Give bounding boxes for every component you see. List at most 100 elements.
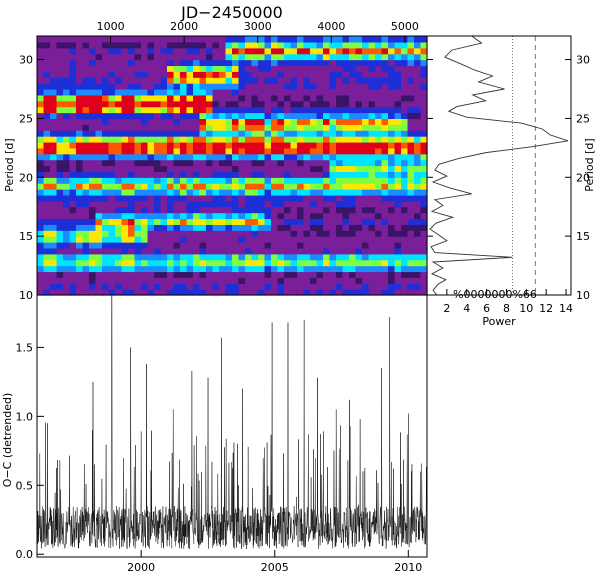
heatmap-cell — [329, 265, 337, 273]
heatmap-cell — [212, 124, 220, 131]
heatmap-cell — [277, 206, 285, 214]
heatmap-cell — [193, 224, 201, 231]
heatmap-cell — [206, 277, 214, 284]
heatmap-cell — [362, 212, 370, 220]
heatmap-cell — [284, 36, 292, 43]
oc-x-tick-label: 2000 — [127, 561, 155, 574]
heatmap-cell — [134, 83, 142, 90]
heatmap-cell — [349, 259, 357, 267]
heatmap-cell — [186, 88, 194, 96]
heatmap-cell — [258, 200, 266, 208]
heatmap-cell — [89, 259, 97, 267]
heatmap-cell — [316, 41, 324, 49]
heatmap-cell — [238, 106, 246, 114]
heatmap-cell — [271, 183, 279, 190]
heatmap-cell — [271, 53, 279, 61]
heatmap-cell — [232, 206, 240, 214]
heatmap-cell — [310, 100, 318, 108]
heatmap-cell — [355, 289, 363, 296]
heatmap-cell — [206, 259, 214, 267]
heatmap-cell — [108, 259, 116, 267]
heatmap-cell — [362, 289, 370, 296]
heatmap-cell — [108, 200, 116, 208]
heatmap-cell — [128, 130, 136, 137]
heatmap-cell — [362, 277, 370, 284]
heatmap-cell — [89, 265, 97, 273]
oc-frame — [36, 294, 428, 558]
heatmap-cell — [420, 212, 428, 220]
heatmap-cell — [245, 265, 253, 273]
heatmap-cell — [76, 230, 84, 237]
heatmap-cell — [160, 189, 168, 196]
heatmap-cell — [342, 200, 350, 208]
heatmap-cell — [303, 41, 311, 49]
heatmap-cell — [128, 112, 136, 120]
heatmap-cell — [414, 200, 422, 208]
heatmap-cell — [323, 253, 331, 261]
heatmap-cell — [420, 47, 428, 55]
heatmap-cell — [297, 41, 305, 49]
heatmap-cell — [388, 47, 396, 55]
heatmap-cell — [349, 265, 357, 273]
heatmap-cell — [43, 77, 51, 84]
heatmap-cell — [212, 112, 220, 120]
heatmap-cell — [375, 83, 383, 90]
heatmap-cell — [76, 118, 84, 125]
heatmap-cell — [381, 189, 389, 196]
heatmap-cell — [160, 36, 168, 43]
heatmap-cell — [56, 124, 64, 131]
heatmap-cell — [167, 194, 175, 202]
heatmap-cell — [290, 59, 298, 67]
heatmap-cell — [76, 165, 84, 172]
heatmap-cell — [258, 165, 266, 172]
heatmap-cell — [128, 47, 136, 55]
heatmap-cell — [147, 106, 155, 114]
heatmap-cell — [173, 271, 181, 278]
heatmap-cell — [69, 112, 77, 120]
heatmap-cell — [349, 177, 357, 184]
heatmap-cell — [329, 247, 337, 255]
heatmap-cell — [186, 47, 194, 55]
heatmap-cell — [342, 224, 350, 231]
heatmap-cell — [368, 206, 376, 214]
heatmap-cell — [160, 124, 168, 131]
heatmap-cell — [43, 265, 51, 273]
heatmap-cell — [420, 224, 428, 231]
heatmap-cell — [238, 71, 246, 78]
heatmap-cell — [420, 106, 428, 114]
heatmap-cell — [56, 94, 64, 102]
heatmap-cell — [206, 253, 214, 261]
heatmap-cell — [76, 200, 84, 208]
heatmap-cell — [271, 189, 279, 196]
heatmap-cell — [420, 153, 428, 161]
heatmap-cell — [180, 283, 188, 290]
heatmap-cell — [56, 88, 64, 96]
heatmap-cell — [388, 194, 396, 202]
heatmap-cell — [102, 253, 110, 261]
heatmap-cell — [50, 71, 58, 78]
heatmap-cell — [154, 59, 162, 67]
heatmap-cell — [63, 47, 71, 55]
heatmap-cell — [258, 94, 266, 102]
heatmap-cell — [89, 165, 97, 172]
heatmap-cell — [193, 212, 201, 220]
oc-y-tick-label: 1.5 — [16, 341, 34, 354]
heatmap-cell — [199, 112, 207, 120]
heatmap-cell — [238, 283, 246, 290]
heatmap-cell — [82, 283, 90, 290]
heatmap-cell — [69, 224, 77, 231]
power-y-axis-title: Period [d] — [583, 138, 596, 191]
heatmap-cell — [147, 47, 155, 55]
heatmap-cell — [329, 194, 337, 202]
heatmap-cell — [232, 194, 240, 202]
heatmap-cell — [277, 289, 285, 296]
heatmap-cell — [199, 200, 207, 208]
heatmap-cell — [232, 183, 240, 190]
heatmap-cell — [95, 259, 103, 267]
heatmap-cell — [160, 283, 168, 290]
heatmap-cell — [121, 271, 129, 278]
heatmap-cell — [219, 47, 227, 55]
heatmap-cell — [76, 171, 84, 178]
heatmap-cell — [56, 118, 64, 125]
heatmap-cell — [225, 106, 233, 114]
